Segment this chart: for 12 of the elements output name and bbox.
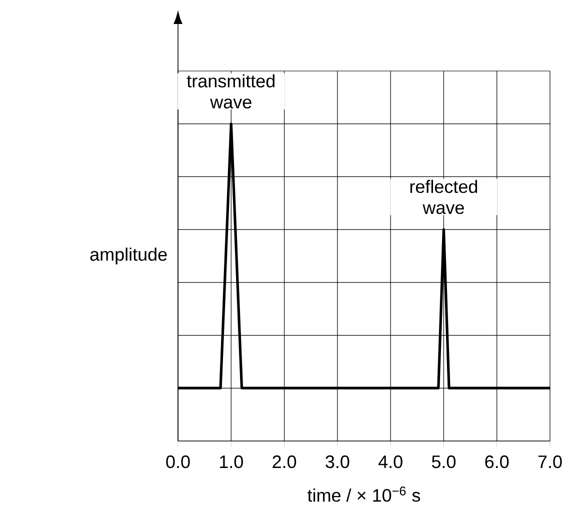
x-tick-label: 3.0 bbox=[326, 455, 350, 468]
x-tick-label: 1.0 bbox=[220, 455, 243, 468]
annotation: reflected wave bbox=[410, 180, 478, 214]
x-tick-label: 0.0 bbox=[166, 455, 190, 468]
y-axis-title: amplitude bbox=[90, 248, 167, 264]
x-tick-label: 7.0 bbox=[538, 455, 562, 468]
x-axis-title: time / × 10$^{−6}$ s bbox=[308, 486, 420, 502]
x-tick-label: 2.0 bbox=[272, 455, 296, 468]
annotation: transmitted wave bbox=[186, 74, 274, 108]
x-tick-label: 4.0 bbox=[378, 455, 402, 468]
x-tick-label: 5.0 bbox=[432, 455, 456, 468]
x-tick-label: 6.0 bbox=[485, 455, 509, 468]
